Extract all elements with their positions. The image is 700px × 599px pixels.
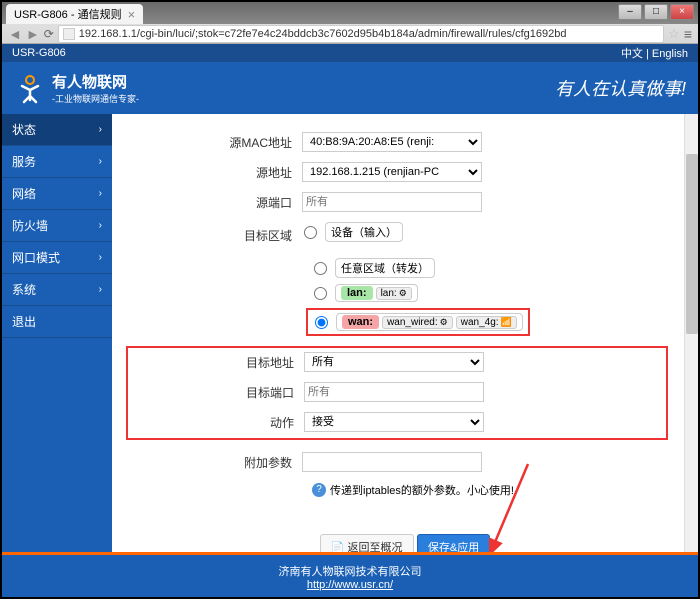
zone-wan-tag: wan:wan_wired:⚙wan_4g:📶 — [336, 313, 523, 331]
info-icon: ? — [312, 483, 326, 497]
menu-icon[interactable]: ≡ — [684, 26, 692, 42]
back-icon[interactable]: ◄ — [8, 26, 22, 42]
hint-text: ? 传递到iptables的额外参数。小心使用! — [312, 482, 678, 498]
topbar: USR-G806 中文 | English — [2, 44, 698, 62]
reload-icon[interactable]: ⟳ — [44, 27, 54, 41]
sidebar-item-firewall[interactable]: 防火墙 › — [2, 210, 112, 242]
chevron-right-icon: › — [99, 188, 102, 199]
sidebar-item-status[interactable]: 状态 › — [2, 114, 112, 146]
sidebar: 状态 › 服务 › 网络 › 防火墙 › 网口模式 › 系统 › 退出 — [2, 114, 112, 599]
sidebar-item-portmode[interactable]: 网口模式 › — [2, 242, 112, 274]
window-minimize-icon[interactable]: – — [618, 4, 642, 20]
scrollbar[interactable] — [684, 114, 698, 599]
sidebar-item-label: 系统 — [12, 281, 36, 298]
close-icon[interactable]: × — [128, 7, 136, 22]
forward-icon: ► — [26, 26, 40, 42]
highlight-wan: wan:wan_wired:⚙wan_4g:📶 — [306, 308, 530, 336]
main-content: 源MAC地址 40:B8:9A:20:A8:E5 (renji: 源地址 192… — [112, 114, 698, 599]
iface-icon: ⚙ — [440, 317, 448, 328]
scroll-thumb[interactable] — [686, 154, 698, 334]
chevron-right-icon: › — [99, 156, 102, 167]
zone-lan-radio[interactable] — [314, 287, 327, 300]
src-port-input[interactable] — [302, 192, 482, 212]
chevron-right-icon: › — [99, 284, 102, 295]
dst-port-input[interactable] — [304, 382, 484, 402]
window-maximize-icon[interactable]: □ — [644, 4, 668, 20]
logo-subtitle: -工业物联网通信专家- — [52, 92, 139, 105]
sidebar-item-label: 防火墙 — [12, 217, 48, 234]
sidebar-item-label: 服务 — [12, 153, 36, 170]
browser-chrome: – □ × USR-G806 - 通信规则 × ◄ ► ⟳ 192.168.1.… — [2, 2, 698, 44]
footer: 济南有人物联网技术有限公司 http://www.usr.cn/ — [2, 552, 698, 599]
src-addr-label: 源地址 — [132, 164, 302, 181]
sidebar-item-logout[interactable]: 退出 — [2, 306, 112, 338]
zone-any-radio[interactable] — [314, 262, 327, 275]
extra-label: 附加参数 — [132, 454, 302, 471]
sidebar-item-network[interactable]: 网络 › — [2, 178, 112, 210]
action-select[interactable]: 接受 — [304, 412, 484, 432]
action-label: 动作 — [134, 414, 304, 431]
dst-addr-label: 目标地址 — [134, 354, 304, 371]
dst-zone-label: 目标区域 — [132, 227, 302, 244]
chevron-right-icon: › — [99, 124, 102, 135]
zone-wan-radio[interactable] — [315, 316, 328, 329]
dst-port-label: 目标端口 — [134, 384, 304, 401]
tab-title: USR-G806 - 通信规则 — [14, 6, 122, 22]
sidebar-item-label: 状态 — [12, 121, 36, 138]
logo-title: 有人物联网 — [52, 71, 139, 92]
sidebar-item-label: 网口模式 — [12, 249, 60, 266]
banner: 有人物联网 -工业物联网通信专家- 有人在认真做事! — [2, 62, 698, 114]
src-mac-select[interactable]: 40:B8:9A:20:A8:E5 (renji: — [302, 132, 482, 152]
src-port-label: 源端口 — [132, 194, 302, 211]
logo-icon — [14, 72, 46, 104]
browser-tab[interactable]: USR-G806 - 通信规则 × — [6, 4, 143, 24]
zone-device-tag: 设备（输入） — [325, 222, 403, 242]
src-addr-select[interactable]: 192.168.1.215 (renjian-PC — [302, 162, 482, 182]
src-mac-label: 源MAC地址 — [132, 134, 302, 151]
slogan: 有人在认真做事! — [555, 75, 686, 101]
sidebar-item-services[interactable]: 服务 › — [2, 146, 112, 178]
iface-icon: 📶 — [501, 317, 512, 328]
highlight-rule-box: 目标地址 所有 目标端口 动作 接受 — [126, 346, 668, 440]
product-name: USR-G806 — [12, 47, 66, 59]
star-icon[interactable]: ☆ — [668, 26, 680, 42]
url-text: 192.168.1.1/cgi-bin/luci/;stok=c72fe7e4c… — [79, 28, 567, 40]
zone-device-radio[interactable] — [304, 226, 317, 239]
lang-en-link[interactable]: English — [652, 48, 688, 60]
lang-cn-link[interactable]: 中文 — [621, 48, 643, 60]
dst-addr-select[interactable]: 所有 — [304, 352, 484, 372]
sidebar-item-system[interactable]: 系统 › — [2, 274, 112, 306]
zone-lan-tag: lan:lan:⚙ — [335, 284, 418, 302]
page-icon — [63, 28, 75, 40]
zone-any-tag: 任意区域（转发） — [335, 258, 435, 278]
iface-icon: ⚙ — [399, 288, 407, 299]
chevron-right-icon: › — [99, 220, 102, 231]
sidebar-item-label: 退出 — [12, 313, 36, 330]
window-close-icon[interactable]: × — [670, 4, 694, 20]
sidebar-item-label: 网络 — [12, 185, 36, 202]
extra-input[interactable] — [302, 452, 482, 472]
footer-link[interactable]: http://www.usr.cn/ — [307, 579, 393, 591]
address-bar[interactable]: 192.168.1.1/cgi-bin/luci/;stok=c72fe7e4c… — [58, 25, 664, 43]
footer-company: 济南有人物联网技术有限公司 — [2, 563, 698, 579]
chevron-right-icon: › — [99, 252, 102, 263]
